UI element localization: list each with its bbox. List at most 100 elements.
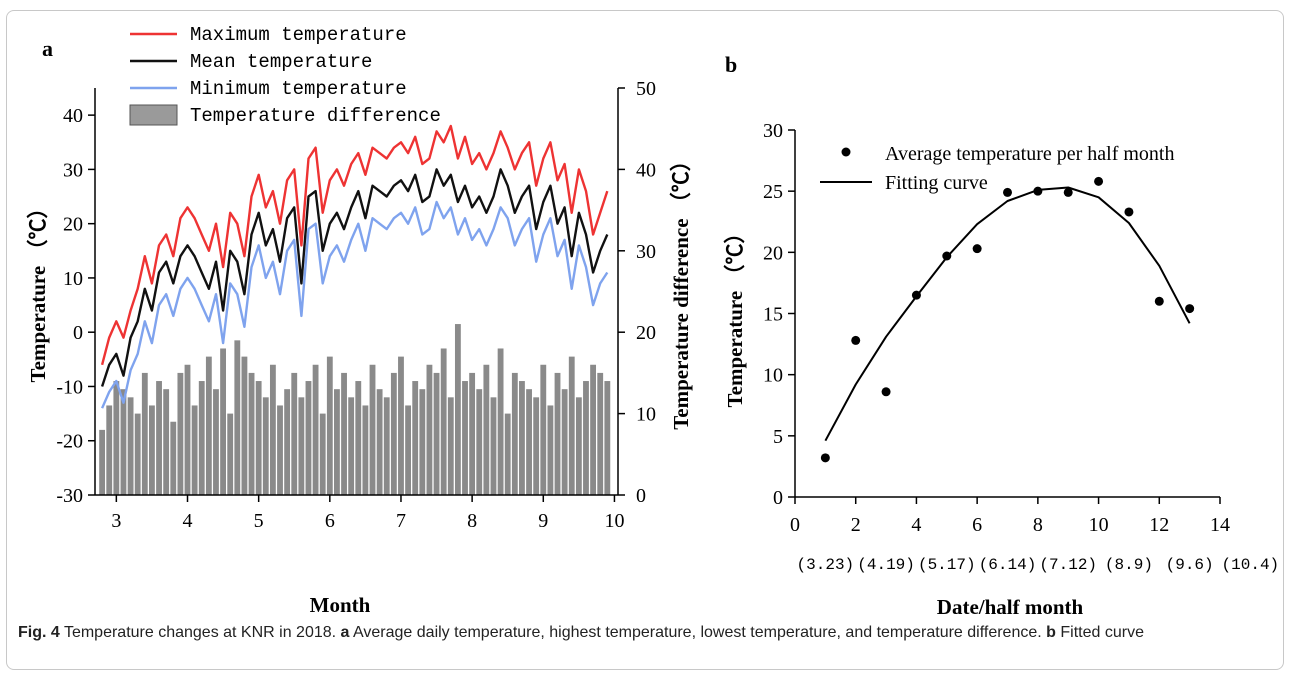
y2-tick-label: 0 <box>636 485 646 507</box>
temperature-difference-bar <box>547 405 554 495</box>
panel-a-x-axis-label: Month <box>310 593 371 617</box>
temperature-difference-bar <box>198 381 205 495</box>
minimum-temperature-line <box>100 200 609 409</box>
temperature-difference-bar <box>234 340 241 495</box>
panel-label-b: b <box>725 52 737 77</box>
temperature-difference-bar <box>583 381 589 495</box>
temperature-difference-bar <box>526 389 532 495</box>
figure-frame <box>6 10 1284 670</box>
temperature-difference-bar <box>462 381 468 495</box>
date-label: (5.17) <box>918 556 976 574</box>
temperature-difference-bar <box>540 364 547 495</box>
temperature-difference-bar <box>568 356 575 495</box>
y2-tick-label: 50 <box>636 78 656 100</box>
average-temperature-point <box>972 244 982 254</box>
temperature-difference-bar <box>262 397 269 495</box>
temperature-difference-bar <box>497 348 504 495</box>
temperature-difference-bar <box>163 389 170 495</box>
date-label: (3.23) <box>797 556 855 574</box>
fitting-curve-line <box>824 186 1191 442</box>
b-x-tick-label: 2 <box>851 514 861 536</box>
temperature-difference-bar <box>106 405 113 495</box>
legend-label: Maximum temperature <box>190 24 407 46</box>
x-tick-label: 4 <box>183 510 193 532</box>
legend-label: Average temperature per half month <box>885 143 1175 165</box>
temperature-difference-bar <box>284 389 291 495</box>
temperature-difference-bar <box>341 372 347 495</box>
temperature-difference-bar <box>191 405 198 495</box>
temperature-difference-bar <box>426 364 433 495</box>
average-temperature-point <box>1154 296 1164 306</box>
caption-a-label: a <box>340 624 350 641</box>
panel-a-y2-axis-label: Temperature difference （℃） <box>669 150 693 430</box>
b-x-tick-label: 6 <box>972 514 982 536</box>
temperature-difference-bar <box>99 429 106 495</box>
temperature-difference-bar <box>248 372 255 495</box>
temperature-difference-bar <box>334 389 340 495</box>
average-temperature-point <box>881 387 891 397</box>
temperature-difference-bar <box>362 405 369 495</box>
panel-a-y-axis-label: Temperature （℃） <box>26 198 50 383</box>
legend-label: Temperature difference <box>190 105 441 127</box>
temperature-difference-bar <box>519 381 525 495</box>
average-temperature-point <box>1185 304 1195 314</box>
temperature-difference-bar <box>376 389 383 495</box>
temperature-difference-bar <box>483 364 490 495</box>
temperature-difference-bar <box>134 413 141 495</box>
temperature-difference-bar <box>184 364 191 495</box>
temperature-difference-bar <box>326 356 333 495</box>
temperature-difference-bar <box>177 372 184 495</box>
temperature-difference-bar <box>355 381 362 495</box>
b-y-tick-label: 30 <box>763 120 783 142</box>
temperature-difference-bar <box>405 405 412 495</box>
temperature-difference-bar <box>156 381 162 495</box>
caption-b-label: b <box>1046 624 1056 641</box>
temperature-difference-bar <box>369 364 376 495</box>
caption-text-3: Fitted curve <box>1060 624 1144 641</box>
y2-tick-label: 10 <box>636 404 656 426</box>
temperature-difference-bar <box>561 389 568 495</box>
temperature-difference-bar <box>241 356 248 495</box>
temperature-difference-bar <box>291 372 298 495</box>
average-temperature-point <box>1094 176 1104 186</box>
temperature-difference-bar <box>113 381 120 495</box>
temperature-difference-bar <box>533 397 540 495</box>
date-label: (4.19) <box>857 556 915 574</box>
x-tick-label: 3 <box>111 510 121 532</box>
temperature-difference-bar <box>390 372 397 495</box>
y-tick-label: 20 <box>63 214 83 236</box>
caption-text-2: Average daily temperature, highest tempe… <box>353 624 1042 641</box>
x-tick-label: 7 <box>396 510 406 532</box>
mean-temperature-line <box>100 168 609 387</box>
y2-tick-label: 30 <box>636 241 656 263</box>
y-tick-label: 0 <box>73 322 83 344</box>
b-y-tick-label: 15 <box>763 304 783 326</box>
b-x-tick-label: 10 <box>1089 514 1109 536</box>
b-x-tick-label: 12 <box>1149 514 1169 536</box>
panel-label-a: a <box>42 36 53 61</box>
temperature-difference-bar <box>170 421 177 495</box>
panel-b-x-axis-label: Date/half month <box>937 595 1084 619</box>
legend-label: Fitting curve <box>885 172 988 194</box>
b-y-tick-label: 25 <box>763 181 783 203</box>
temperature-difference-bar <box>348 397 355 495</box>
b-y-tick-label: 10 <box>763 365 783 387</box>
x-tick-label: 6 <box>325 510 335 532</box>
temperature-difference-bar <box>305 381 312 495</box>
x-tick-label: 5 <box>254 510 264 532</box>
average-temperature-point <box>911 290 921 300</box>
b-y-tick-label: 0 <box>773 487 783 509</box>
x-tick-label: 8 <box>467 510 477 532</box>
temperature-difference-bar <box>440 348 447 495</box>
average-temperature-point <box>851 335 861 345</box>
temperature-difference-bar <box>511 372 518 495</box>
b-x-tick-label: 4 <box>911 514 921 536</box>
date-label: (6.14) <box>979 556 1037 574</box>
y-tick-label: 10 <box>63 268 83 290</box>
temperature-difference-bar <box>454 324 461 495</box>
temperature-difference-bar <box>383 397 390 495</box>
temperature-difference-bar <box>255 381 262 495</box>
date-label: (7.12) <box>1039 556 1097 574</box>
date-label: (8.9) <box>1105 556 1153 574</box>
